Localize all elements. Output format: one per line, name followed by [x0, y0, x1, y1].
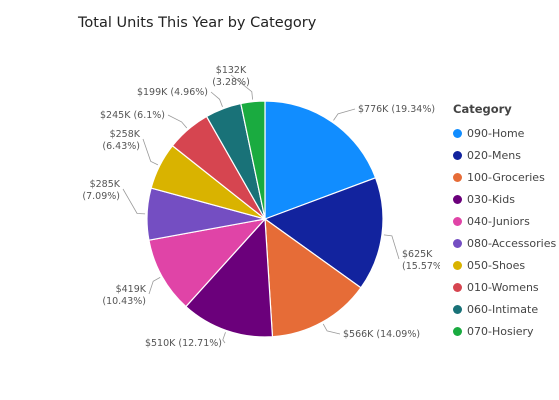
legend-label: 040-Juniors — [467, 214, 530, 228]
legend-label: 010-Womens — [467, 280, 539, 294]
legend-item-040-juniors[interactable]: 040-Juniors — [453, 210, 556, 232]
legend: Category 090-Home 020-Mens 100-Groceries 03… — [453, 102, 556, 342]
data-label-100-groceries: $566K (14.09%) — [343, 329, 420, 340]
legend-label: 020-Mens — [467, 148, 521, 162]
pie-chart[interactable]: $776K (19.34%) $625K(15.57%) $566K (14.09%… — [0, 0, 440, 400]
pie-slice-070-hosiery[interactable] — [240, 100, 266, 220]
data-label-010-womens: $245K (6.1%) — [100, 110, 165, 121]
leader-line-080-accessories — [122, 188, 146, 215]
pie-slice-090-home[interactable] — [264, 100, 377, 220]
legend-label: 050-Shoes — [467, 258, 526, 272]
legend-marker — [453, 326, 462, 336]
leader-line-030-kids — [222, 332, 226, 344]
legend-item-060-intimate[interactable]: 060-Intimate — [453, 298, 556, 320]
leader-line-040-juniors — [148, 277, 161, 295]
legend-label: 090-Home — [467, 126, 525, 140]
legend-item-070-hosiery[interactable]: 070-Hosiery — [453, 320, 556, 342]
data-label-060-intimate: $199K (4.96%) — [137, 87, 208, 98]
legend-label: 030-Kids — [467, 192, 515, 206]
data-label-090-home: $776K (19.34%) — [358, 104, 435, 115]
legend-marker — [453, 216, 462, 226]
legend-marker — [453, 238, 462, 248]
leader-line-090-home — [333, 108, 356, 121]
leader-line-010-womens — [167, 114, 188, 129]
pie-slice-040-juniors[interactable] — [148, 218, 267, 308]
data-label-040-juniors: $419K (10.43%) — [102, 284, 146, 307]
legend-marker — [453, 260, 462, 270]
legend-item-020-mens[interactable]: 020-Mens — [453, 144, 556, 166]
legend-item-030-kids[interactable]: 030-Kids — [453, 188, 556, 210]
legend-marker — [453, 282, 462, 292]
leader-line-020-mens — [383, 234, 400, 260]
data-label-020-mens: $625K(15.57%) — [402, 249, 440, 272]
legend-marker — [453, 304, 462, 314]
leader-line-070-hosiery — [230, 74, 253, 100]
leader-line-100-groceries — [322, 323, 341, 335]
legend-item-090-home[interactable]: 090-Home — [453, 122, 556, 144]
legend-title: Category — [453, 102, 512, 116]
leader-line-050-shoes — [142, 138, 159, 166]
legend-item-050-shoes[interactable]: 050-Shoes — [453, 254, 556, 276]
data-label-080-accessories: $285K (7.09%) — [82, 179, 120, 202]
legend-marker — [453, 150, 462, 160]
legend-item-010-womens[interactable]: 010-Womens — [453, 276, 556, 298]
legend-item-100-groceries[interactable]: 100-Groceries — [453, 166, 556, 188]
pie-slice-020-mens[interactable] — [263, 177, 384, 289]
data-label-050-shoes: $258K (6.43%) — [102, 129, 140, 152]
legend-items: 090-Home 020-Mens 100-Groceries 030-Kids 040… — [453, 122, 556, 342]
leader-line-060-intimate — [210, 91, 223, 107]
chart-title: Total Units This Year by Category — [78, 15, 317, 31]
data-label-070-hosiery: $132K (3.28%) — [212, 65, 250, 88]
legend-marker — [453, 194, 462, 204]
pie-slice-100-groceries[interactable] — [264, 217, 362, 338]
data-label-030-kids: $510K (12.71%) — [145, 338, 222, 349]
legend-item-080-accessories[interactable]: 080-Accessories — [453, 232, 556, 254]
legend-label: 080-Accessories — [467, 236, 557, 250]
legend-marker — [453, 128, 462, 138]
legend-label: 100-Groceries — [467, 170, 545, 184]
pie-slice-030-kids[interactable] — [185, 217, 274, 338]
legend-label: 070-Hosiery — [467, 324, 534, 338]
legend-label: 060-Intimate — [467, 302, 539, 316]
legend-marker — [453, 172, 462, 182]
